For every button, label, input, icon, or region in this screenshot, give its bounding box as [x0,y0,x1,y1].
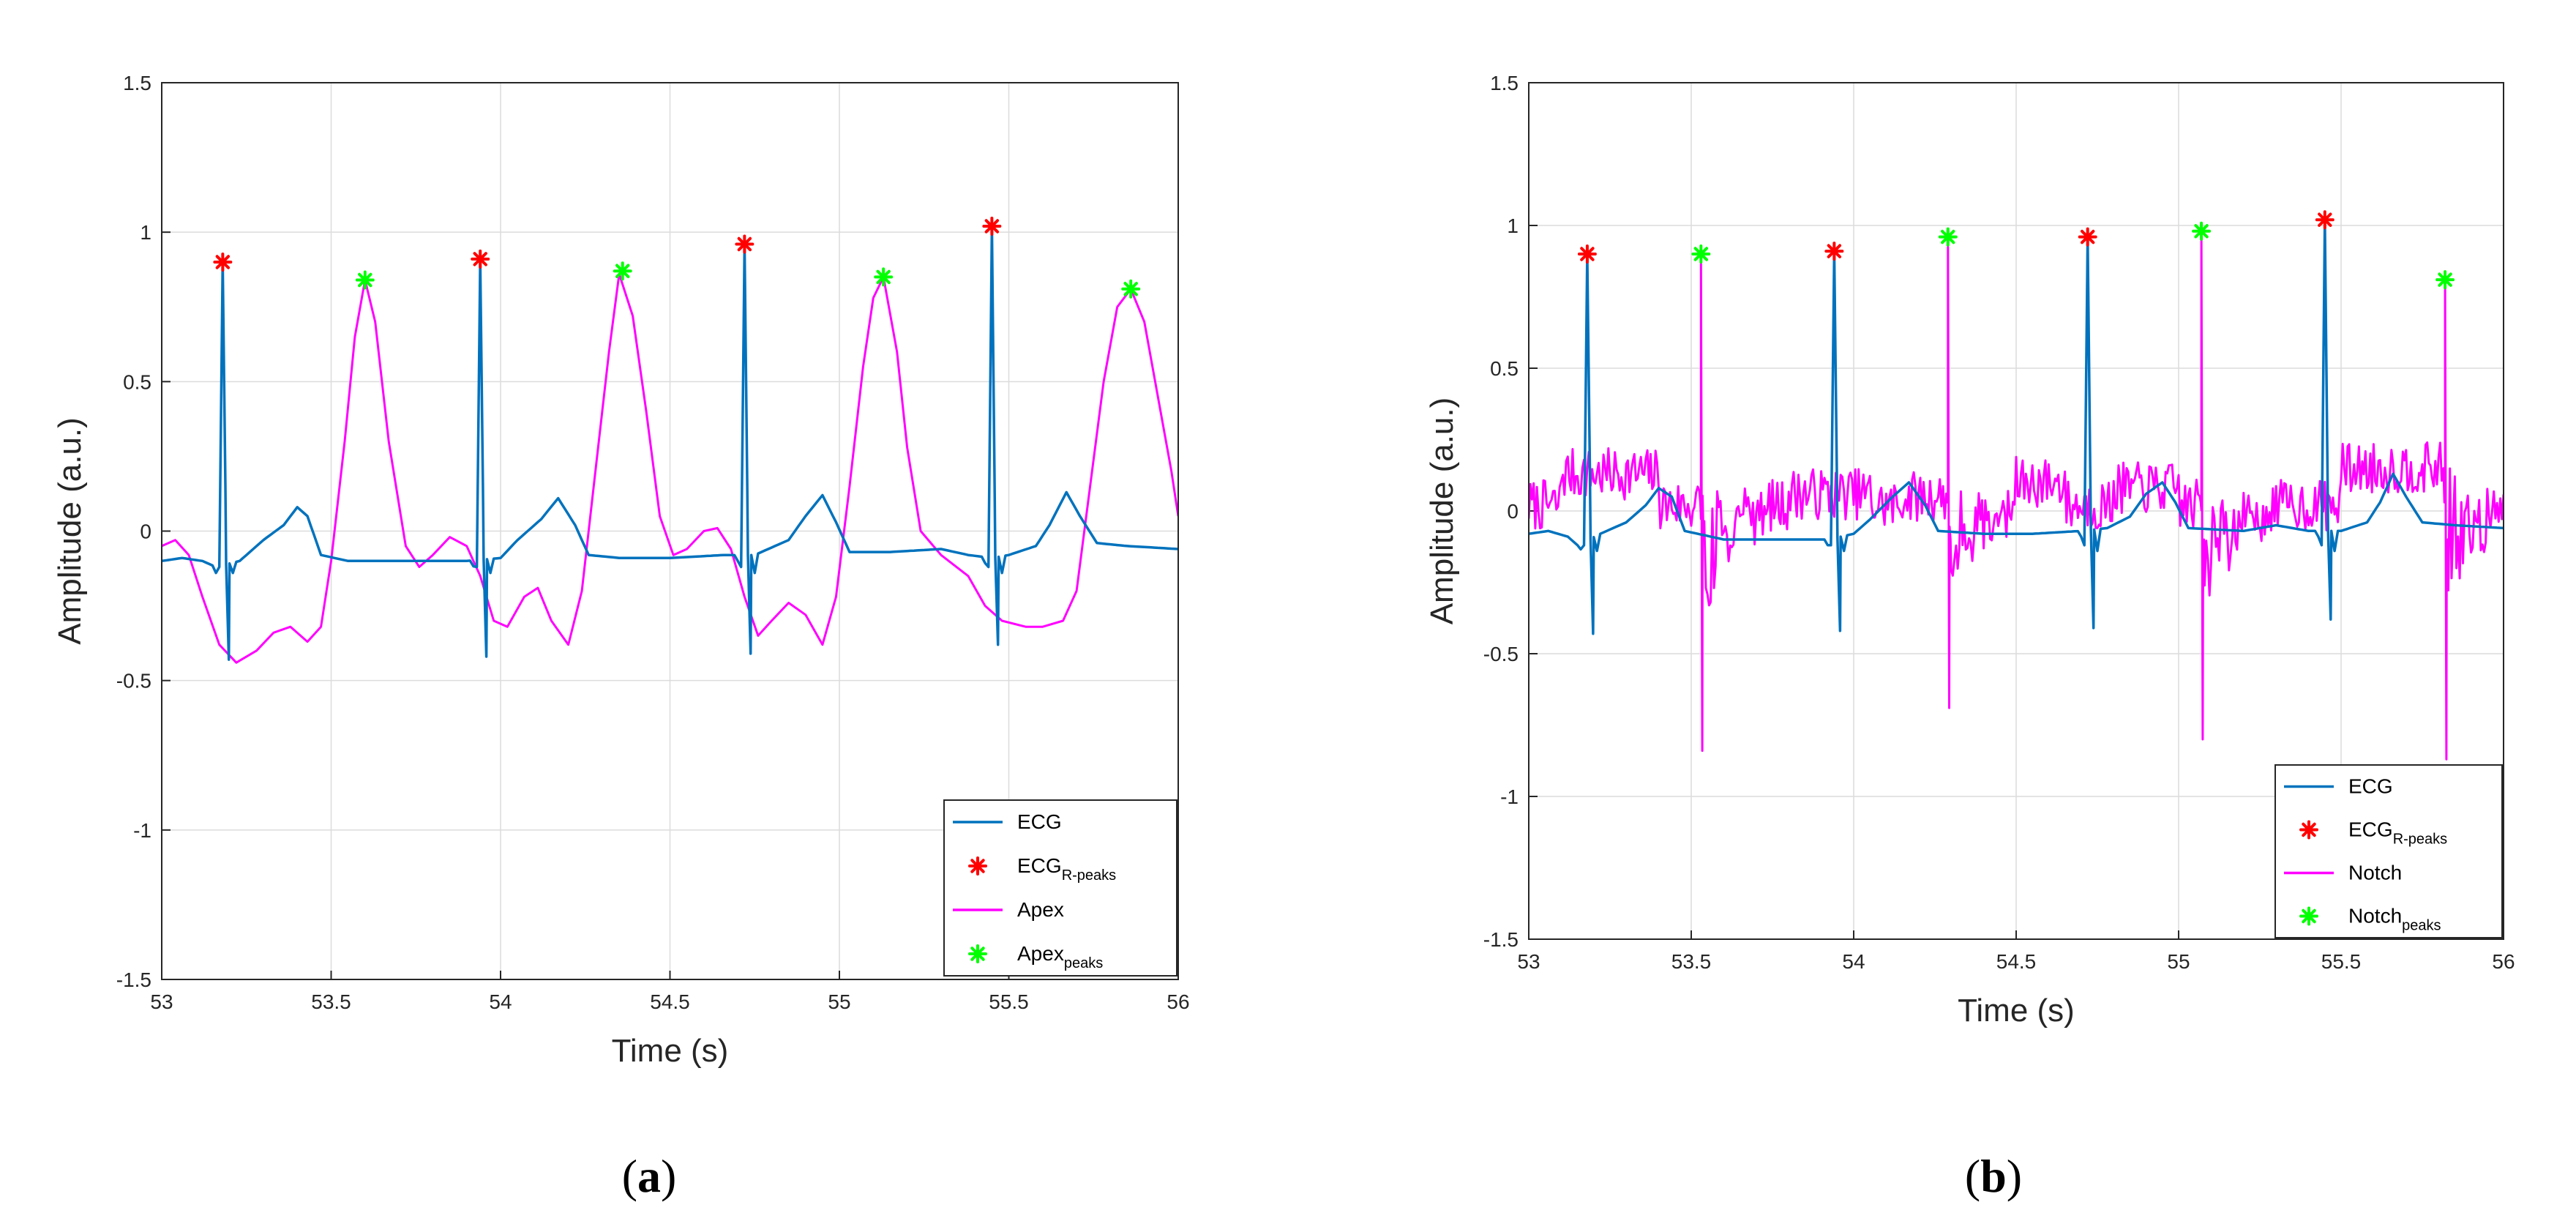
y-tick-label: -0.5 [116,670,151,692]
caption-open-a: ( [622,1150,637,1202]
x-tick-label: 53 [150,990,173,1013]
ecg-r-peak-marker [2078,227,2097,247]
notch-series-line [1529,230,2504,761]
y-tick-label: 1.5 [1490,72,1519,94]
y-tick-label: 1 [1507,214,1519,237]
y-axis-label-a: Amplitude (a.u.) [52,417,88,645]
ecg-series-line [162,225,1178,661]
plot-area-b [1529,210,2504,761]
legend-label: ECG [2348,775,2393,798]
legend-label: Notch [2348,862,2402,884]
apex-peak-marker [874,267,894,287]
notch-peak-marker [2435,270,2455,290]
x-axis-label-b: Time (s) [1958,993,2075,1028]
legend-label: ECG [1017,810,1062,833]
x-tick-label: 55.5 [2321,950,2362,973]
legend-entry-label: Notchpeaks [2348,905,2441,934]
caption-open-b: ( [1965,1150,1980,1202]
y-axis-label-b: Amplitude (a.u.) [1424,397,1460,625]
axes-box-b [1528,82,2504,940]
legend-label: ECG [1017,854,1062,877]
panel-caption-b: (b) [1965,1150,2022,1202]
y-tick-labels-a: -1.5 -1 -0.5 0 0.5 1 1.5 [116,72,151,991]
legend-entry-label: Notch [2348,862,2402,884]
axes-box-a [161,82,1179,980]
ecg-r-peak-marker [735,234,755,254]
x-tick-label: 54 [489,990,512,1013]
y-tick-label: 0 [1507,500,1519,523]
legend-box [943,799,1177,977]
x-tick-label: 55.5 [989,990,1029,1013]
y-tick-label: -1.5 [1483,928,1519,951]
ecg-r-peak-marker [471,249,490,269]
x-tick-label: 54.5 [1996,950,2037,973]
y-tick-label: -1 [133,819,151,842]
legend-label: Notch [2348,905,2402,927]
x-tick-label: 56 [2492,950,2515,973]
y-tick-label: 0 [140,520,151,543]
plot-area-a [162,217,1178,664]
legend-entry-label: ECGR-peaks [1017,854,1116,884]
ecg-r-peak-marker [213,253,233,272]
notch-peak-marker [2192,221,2212,241]
legend-entry-label: Apexpeaks [1017,942,1103,971]
legend-entry-label: ECG [2348,775,2393,798]
legend-entry-label: ECG [1017,810,1062,833]
legend-entry-label: Apex [1017,898,1064,921]
legend-label: ECG [2348,818,2393,841]
apex-peak-marker [1121,279,1141,299]
panel-a: -1.5-1-0.500.511.5 53 53.5 54 54.5 55 55.5 56 … [52,72,1190,1202]
legend-subscript: R-peaks [2393,832,2447,848]
x-tick-label: 53.5 [1671,950,1712,973]
y-tick-label: -1.5 [116,968,151,991]
x-tick-label: 54.5 [650,990,690,1013]
x-tick-label: 53 [1517,950,1540,973]
x-tick-label: 55 [828,990,850,1013]
ecg-series-line [1529,218,2504,635]
legend-marker-swatch [2299,820,2318,840]
caption-close-a: ) [661,1150,676,1202]
caption-letter-b: b [1980,1150,2007,1202]
legend-label: Apex [1017,942,1064,965]
apex-peak-marker [613,261,632,281]
x-tick-label: 53.5 [311,990,351,1013]
apex-peak-marker [355,270,375,290]
x-tick-label: 55 [2167,950,2190,973]
y-tick-label: 1 [140,221,151,244]
caption-close-b: ) [2007,1150,2022,1202]
legend-box [2274,764,2503,938]
caption-letter-a: a [637,1150,661,1202]
x-tick-labels-a: 53 53.5 54 54.5 55 55.5 56 [150,990,1189,1013]
ecg-r-peak-marker [2315,210,2334,230]
legend-label: Apex [1017,898,1064,921]
legend-marker-swatch [2299,906,2318,926]
y-tick-label: 1.5 [123,72,151,94]
ecg-r-peak-marker [1577,244,1597,264]
legend-entry-label: ECGR-peaks [2348,818,2447,848]
y-tick-label: 0.5 [123,370,151,393]
legend-subscript: peaks [2402,918,2441,934]
y-tick-labels-b: -1.5 -1 -0.5 0 0.5 1 1.5 [1483,72,1519,951]
x-tick-label: 56 [1167,990,1189,1013]
notch-peak-marker [1938,227,1958,247]
panel-caption-a: (a) [622,1150,677,1202]
legend-marker-swatch [968,944,987,963]
x-tick-label: 54 [1842,950,1865,973]
legend-marker-swatch [968,856,987,876]
y-tick-label: -0.5 [1483,643,1519,665]
ecg-r-peak-marker [982,217,1002,236]
x-axis-label-a: Time (s) [612,1033,729,1069]
legend-subscript: peaks [1064,955,1103,971]
panel-b: -1.5-1-0.500.511.5 53 53.5 54 54.5 55 55.5 56 … [1424,72,2515,1202]
ecg-r-peak-marker [1824,242,1844,261]
apex-series-line [162,272,1178,664]
y-tick-label: 0.5 [1490,357,1519,380]
x-tick-labels-b: 53 53.5 54 54.5 55 55.5 56 [1517,950,2515,973]
legend-subscript: R-peaks [1062,867,1116,884]
y-tick-label: -1 [1500,785,1519,808]
notch-peak-marker [1691,244,1711,264]
